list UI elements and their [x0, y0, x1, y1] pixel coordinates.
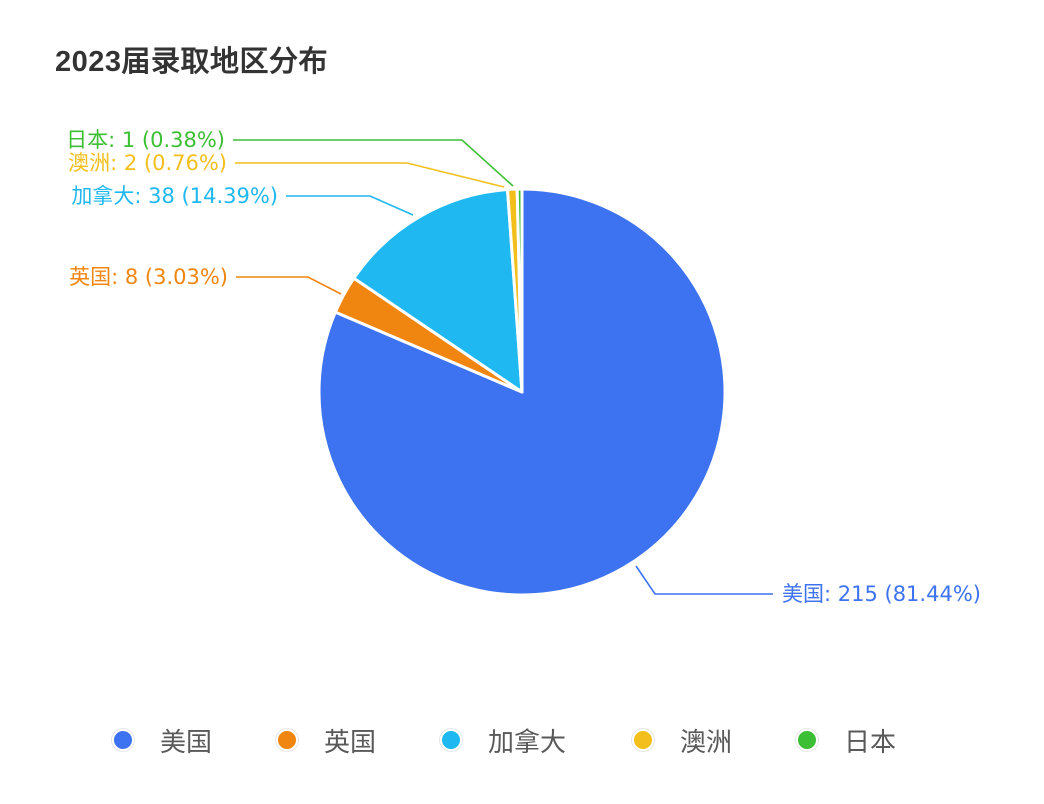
pie-slice-japan[interactable]: [515, 187, 524, 394]
legend-item-usa[interactable]: 美国: [112, 720, 212, 760]
pie-slice-canada[interactable]: [352, 188, 524, 394]
leader-line-australia: [235, 162, 505, 188]
legend-label: 澳洲: [680, 727, 733, 758]
legend-label: 加拿大: [488, 727, 567, 758]
legend-dot-icon: [796, 729, 818, 751]
legend: 美国 英国 加拿大 澳洲 日本: [0, 720, 1044, 760]
leader-line-canada: [286, 195, 414, 216]
legend-dot-icon: [440, 729, 462, 751]
leader-line-usa: [635, 565, 773, 595]
slice-label-japan: 日本: 1 (0.38%): [66, 128, 225, 152]
legend-label: 英国: [324, 727, 377, 758]
legend-item-uk[interactable]: 英国: [276, 720, 376, 760]
leader-line-japan: [233, 139, 514, 187]
slice-label-uk: 英国: 8 (3.03%): [69, 265, 228, 289]
legend-dot-icon: [112, 729, 134, 751]
legend-label: 美国: [160, 727, 213, 758]
legend-dot-icon: [632, 729, 654, 751]
slice-label-canada: 加拿大: 38 (14.39%): [71, 184, 278, 208]
legend-item-japan[interactable]: 日本: [796, 720, 896, 760]
legend-item-canada[interactable]: 加拿大: [440, 720, 566, 760]
chart-title: 2023届录取地区分布: [55, 46, 329, 78]
legend-dot-icon: [276, 729, 298, 751]
slice-label-usa: 美国: 215 (81.44%): [782, 582, 981, 606]
legend-item-australia[interactable]: 澳洲: [632, 720, 732, 760]
slice-label-australia: 澳洲: 2 (0.76%): [68, 151, 227, 175]
leader-line-uk: [236, 276, 342, 295]
legend-label: 日本: [844, 727, 897, 758]
